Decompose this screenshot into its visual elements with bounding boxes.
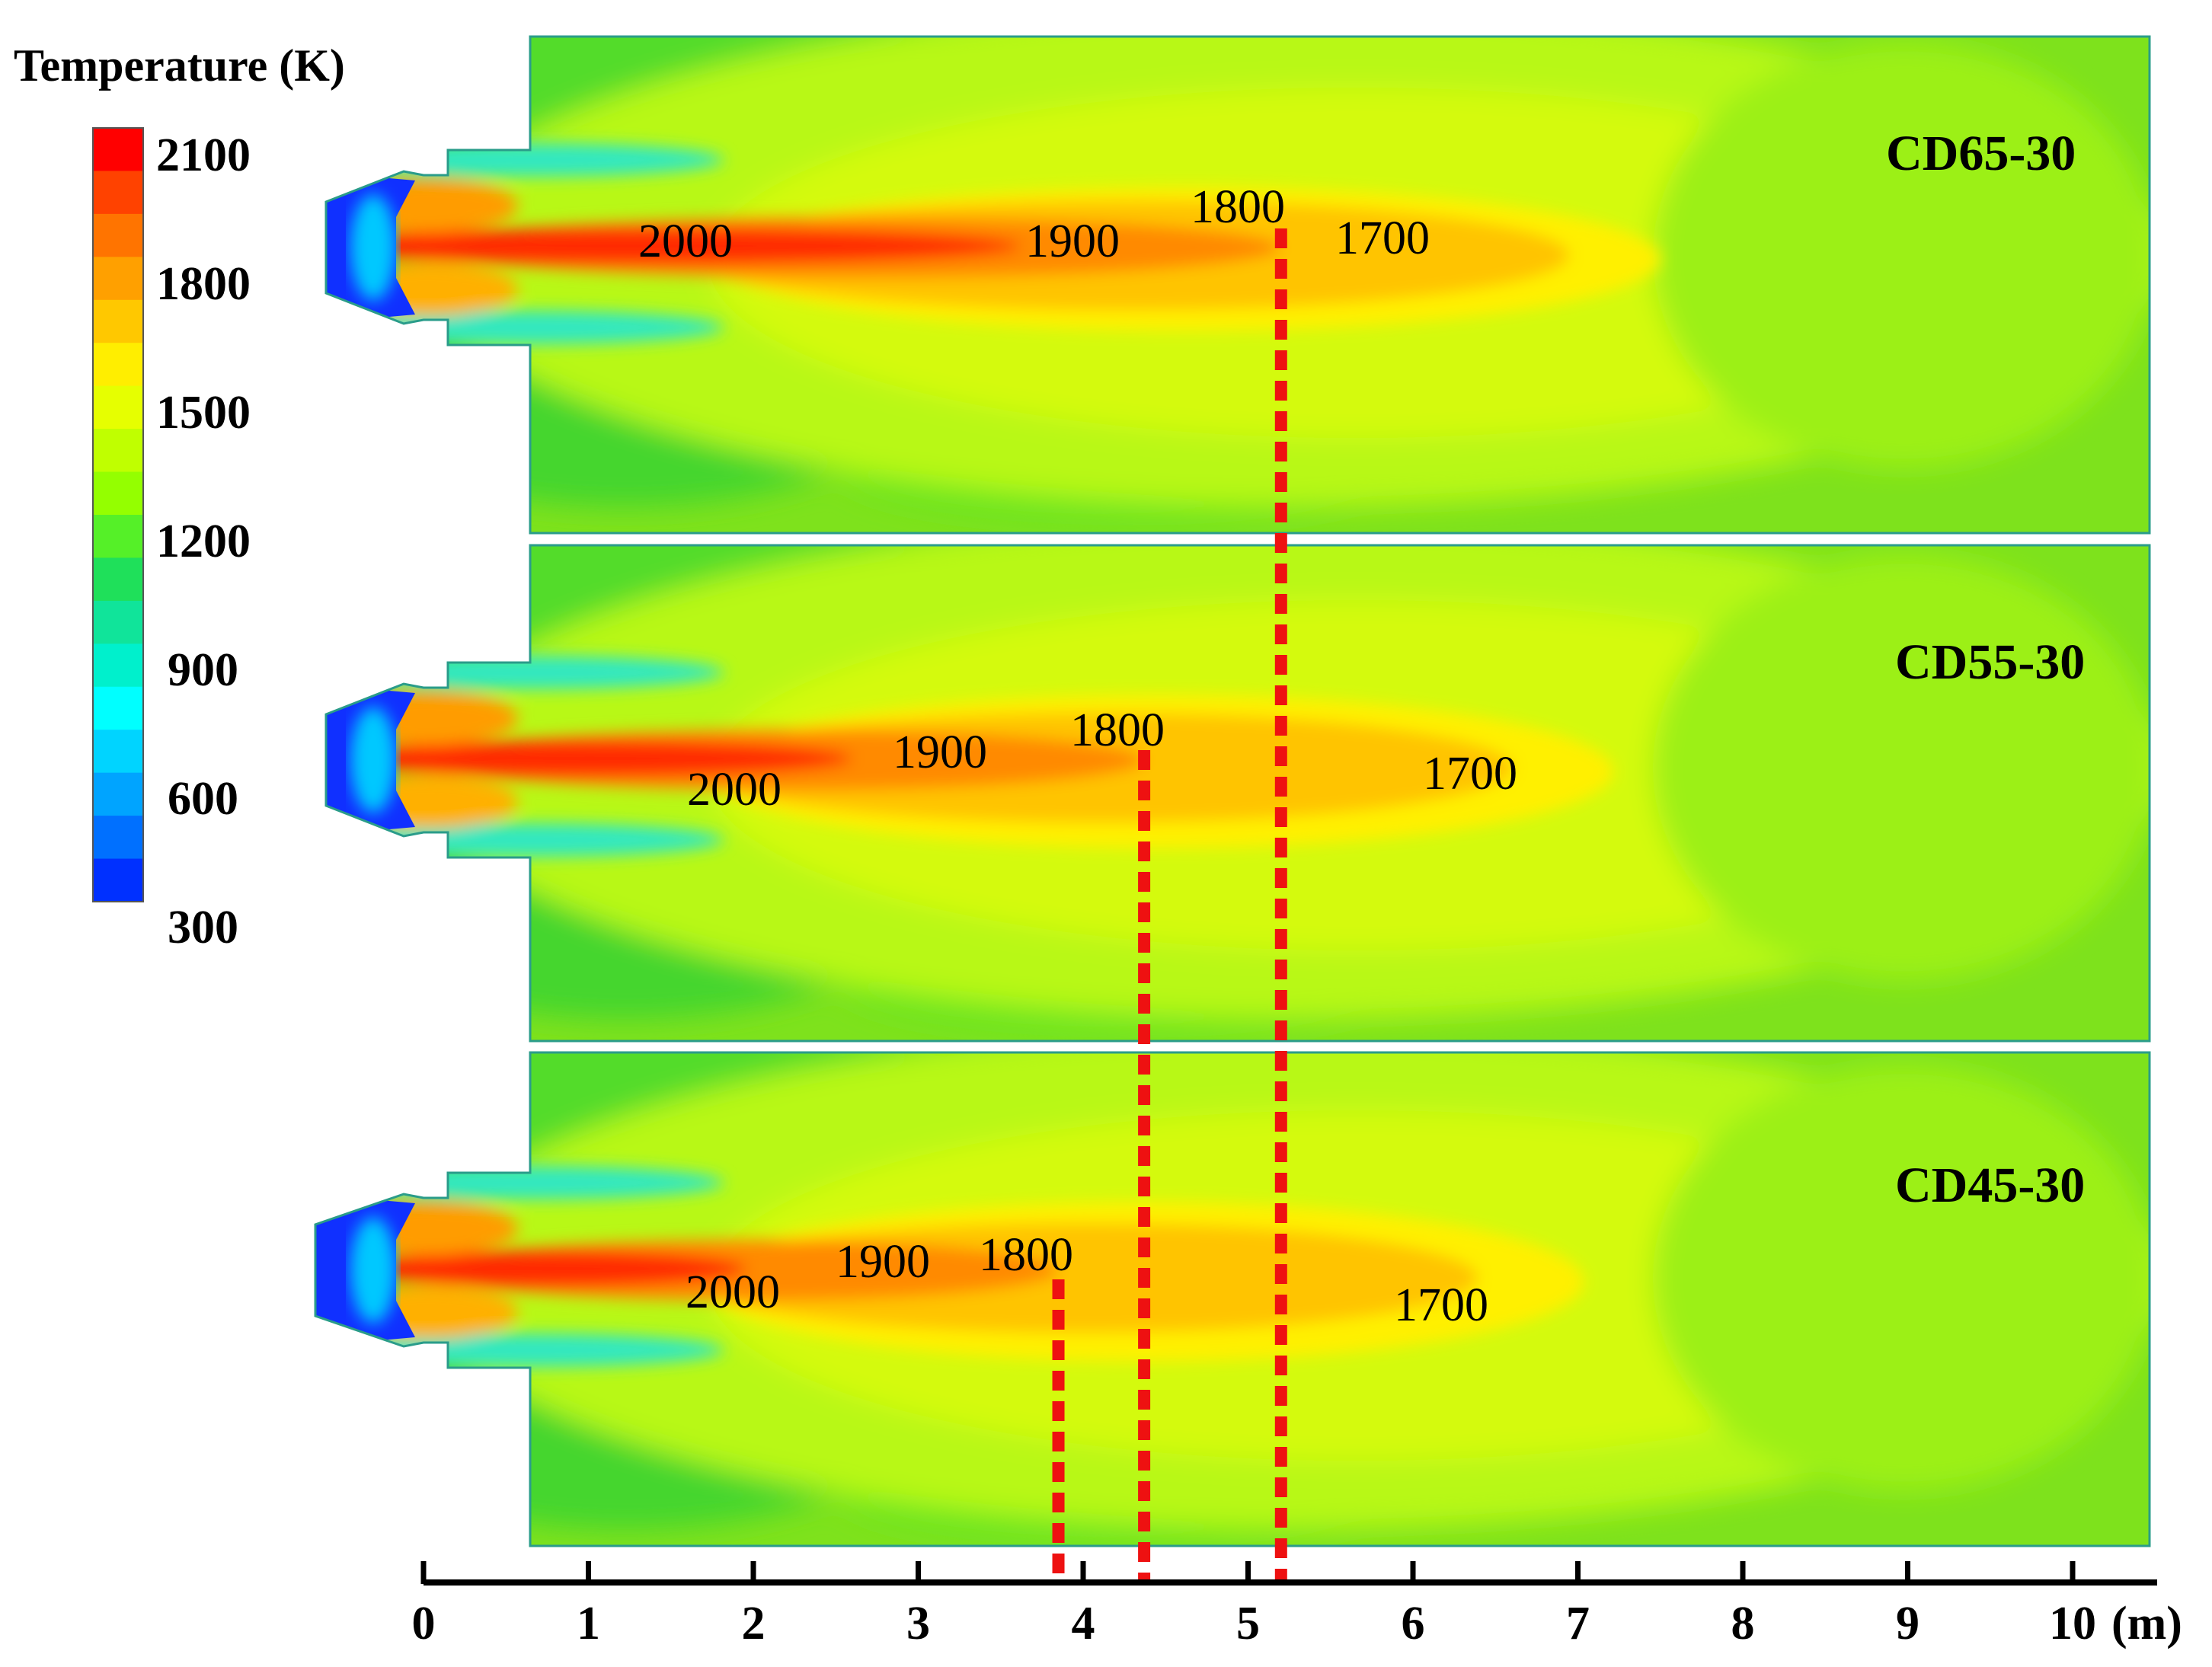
colorbar-band	[93, 643, 143, 688]
panel-label: CD55-30	[1895, 634, 2085, 690]
flame-length-markers	[1052, 228, 1287, 1584]
domain-outline	[324, 35, 2151, 535]
flame-2000	[350, 1250, 746, 1287]
contour-label: 2000	[638, 216, 733, 267]
axis-tick-label: 4	[1072, 1598, 1095, 1649]
contour-label: 1900	[1025, 216, 1120, 267]
contour-panels: CD65-30 2000 1900 1800 1700 CD55-30 1900…	[314, 35, 2151, 1547]
axis-tick-label: 1	[577, 1598, 600, 1649]
colorbar-band	[93, 600, 143, 644]
contour-label: 1900	[893, 727, 987, 778]
colorbar-band	[93, 730, 143, 774]
axis-tick-label: 0	[412, 1598, 436, 1649]
contour-label: 2000	[686, 1266, 780, 1318]
axis-tick-label: 9	[1896, 1598, 1920, 1649]
contour-label: 1700	[1394, 1279, 1488, 1331]
axis-tick-labels: 0 1 2 3 4 5 6 7 8 9 10	[412, 1598, 2097, 1649]
colorbar-band	[93, 343, 143, 387]
inlet-mixing	[350, 194, 396, 301]
contour-label: 1700	[1335, 212, 1430, 264]
axis-unit: (m)	[2111, 1598, 2182, 1649]
contour-label: 1800	[979, 1229, 1073, 1281]
colorbar-band	[93, 471, 143, 516]
colorbar-tick-labels: 2100 1800 1500 1200 900 600 300	[156, 129, 251, 953]
inlet-mixing	[350, 1217, 396, 1324]
contour-label: 2000	[687, 764, 782, 816]
colorbar-band	[93, 429, 143, 473]
axis-tick-label: 5	[1236, 1598, 1260, 1649]
colorbar-band	[93, 299, 143, 343]
colorbar-frame	[92, 127, 144, 902]
inlet-mixing	[350, 707, 396, 813]
axis-tick-label: 2	[742, 1598, 766, 1649]
axis-tick-label: 7	[1566, 1598, 1590, 1649]
axis-tick-label: 8	[1731, 1598, 1755, 1649]
temperature-field	[326, 37, 2150, 533]
plume-tail	[1653, 554, 2150, 981]
axis-tick-label: 6	[1402, 1598, 1425, 1649]
x-axis: 0 1 2 3 4 5 6 7 8 9 10 (m)	[412, 1561, 2182, 1649]
panel-label: CD65-30	[1886, 126, 2076, 181]
contour-label: 1800	[1070, 704, 1165, 756]
panel-cd45-30: CD45-30 1900 1800 2000 1700	[314, 1051, 2151, 1547]
colorbar-band	[93, 686, 143, 730]
axis-tick-label: 10	[2049, 1598, 2096, 1649]
colorbar-title: Temperature (K)	[14, 40, 345, 91]
domain-outline	[314, 1051, 2151, 1547]
contour-label: 1800	[1191, 181, 1285, 233]
colorbar-band	[93, 858, 143, 902]
flame-2000	[326, 228, 1021, 264]
colorbar-band	[93, 213, 143, 257]
colorbar-tick-label: 1800	[156, 258, 251, 310]
colorbar-band	[93, 772, 143, 816]
colorbar-band	[93, 557, 143, 602]
colorbar-band	[93, 128, 143, 172]
flame-2000	[327, 740, 852, 777]
temperature-field	[326, 545, 2150, 1041]
colorbar-tick-label: 600	[168, 773, 238, 825]
temperature-field	[315, 1052, 2150, 1546]
colorbar-tick-label: 1500	[156, 387, 251, 439]
plume-tail	[1653, 42, 2150, 468]
colorbar-band	[93, 515, 143, 559]
panel-cd65-30: CD65-30 2000 1900 1800 1700	[324, 35, 2151, 535]
contour-label: 1900	[836, 1236, 930, 1288]
axis-ticks	[420, 1561, 2076, 1584]
axis-tick-label: 3	[906, 1598, 930, 1649]
colorbar-band	[93, 816, 143, 860]
panel-label: CD45-30	[1895, 1158, 2085, 1213]
colorbar-tick-label: 300	[168, 902, 238, 953]
plume-tail	[1653, 1065, 2150, 1491]
flame-layer	[326, 143, 1661, 344]
colorbar-tick-label: 2100	[156, 129, 251, 181]
colorbar: Temperature (K) 2100 1800 1500 1200 900 …	[14, 40, 345, 953]
colorbar-tick-label: 1200	[156, 516, 251, 567]
colorbar-band	[93, 385, 143, 430]
colorbar-bands	[93, 128, 143, 902]
contour-label: 1700	[1423, 748, 1517, 800]
colorbar-tick-label: 900	[168, 644, 238, 696]
colorbar-band	[93, 257, 143, 301]
colorbar-band	[93, 171, 143, 215]
panel-cd55-30: CD55-30 1900 1800 2000 1700	[324, 544, 2151, 1043]
domain-outline	[324, 544, 2151, 1043]
